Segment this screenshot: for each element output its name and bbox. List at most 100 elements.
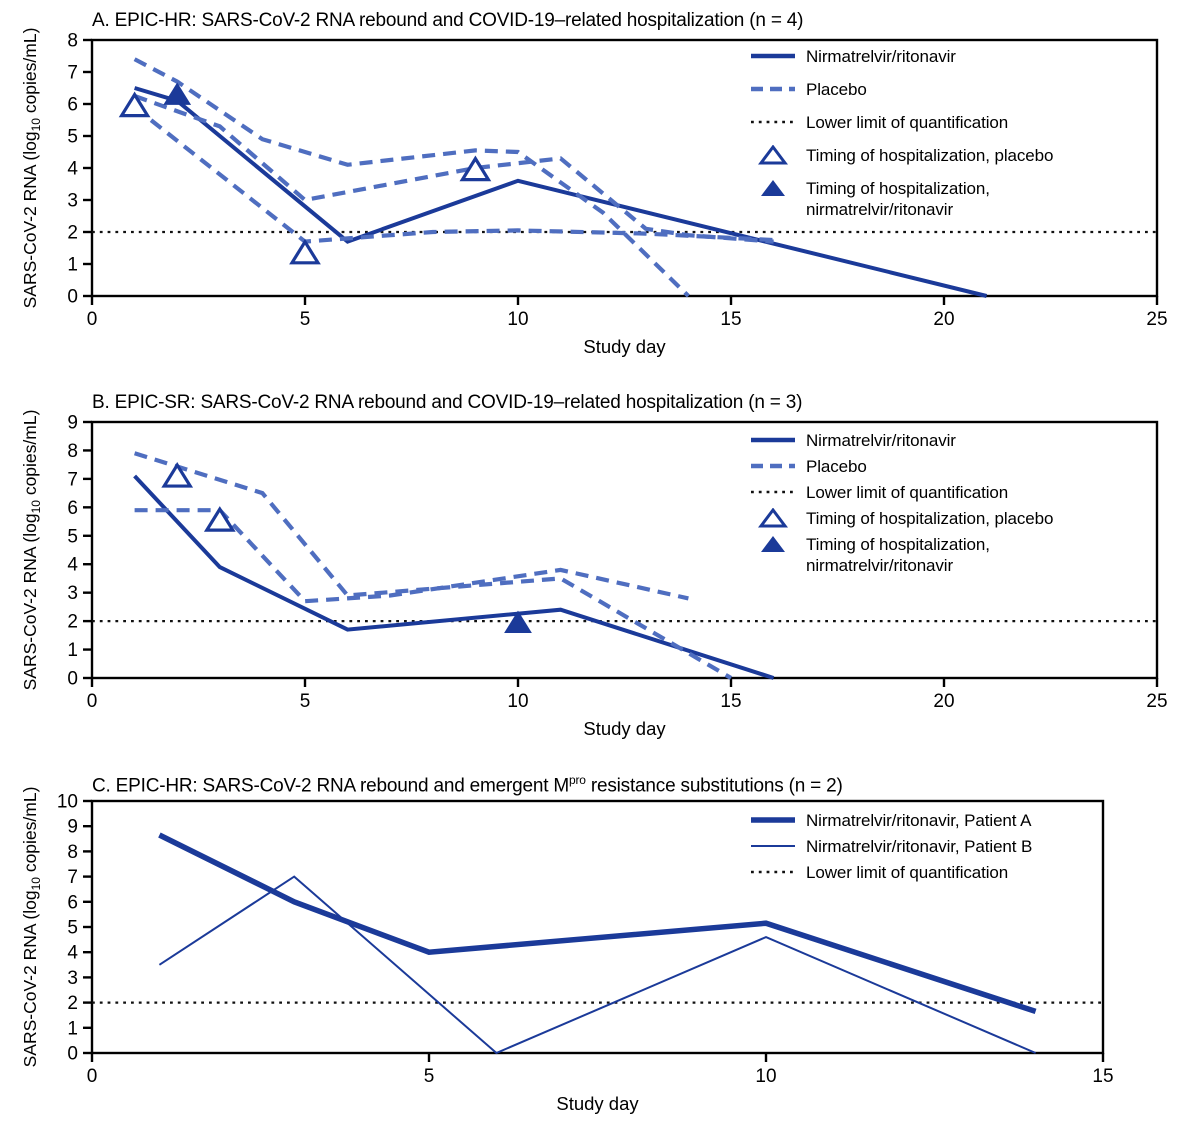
legend-item-label: Timing of hospitalization, nirmatrelvir/… [806, 179, 990, 219]
legend-item: Timing of hospitalization, placebo [750, 145, 1053, 166]
panel-b-x-axis-label: Study day [583, 718, 666, 739]
panel-c-y-tick-label: 4 [67, 943, 78, 964]
panel-c-y-tick-label: 3 [67, 968, 78, 989]
panel-b-y-tick-label: 4 [67, 555, 78, 576]
panel-a-x-tick-label: 5 [300, 309, 311, 330]
panel-c-title-sup: pro [569, 773, 586, 787]
panel-b-x-tick-label: 25 [1146, 691, 1167, 712]
hospitalization-marker-placebo [118, 91, 151, 118]
panel-c-x-tick-label: 5 [424, 1066, 435, 1087]
legend-item-label: Lower limit of quantification [806, 863, 1009, 882]
panel-b-title: B. EPIC-SR: SARS-CoV-2 RNA rebound and C… [92, 392, 803, 413]
panel-a-series-3 [133, 105, 774, 244]
panel-a-x-tick-label: 25 [1146, 309, 1167, 330]
legend-item: Nirmatrelvir/ritonavir, Patient B [750, 836, 1032, 857]
panel-c-y-tick-label: 2 [67, 993, 78, 1014]
panel-a-y-tick-label: 4 [67, 159, 78, 180]
panel-c-y-tick-label: 0 [67, 1044, 78, 1065]
panel-b-y-tick-label: 1 [67, 640, 78, 661]
filled-triangle-swatch [761, 180, 785, 196]
legend-item-label: Lower limit of quantification [806, 113, 1009, 132]
solid-line-swatch [751, 437, 795, 443]
legend-item-label: Placebo [806, 457, 867, 476]
panel-c-y-tick-label: 10 [57, 792, 78, 813]
panel-a-y-tick-label: 5 [67, 127, 78, 148]
panel-b-y-tick-label: 5 [67, 526, 78, 547]
panel-c-y-tick-label: 1 [67, 1018, 78, 1039]
legend-item: Placebo [750, 79, 1053, 100]
legend-item-label: Placebo [806, 80, 867, 99]
panel-c-title: C. EPIC-HR: SARS-CoV-2 RNA rebound and e… [92, 773, 843, 797]
panel-a-y-tick-label: 6 [67, 95, 78, 116]
panel-b-x-tick-label: 15 [720, 691, 741, 712]
panel-a-y-tick-label: 1 [67, 255, 78, 276]
dotted-line-swatch [751, 120, 795, 124]
panel-a-y-tick-label: 0 [67, 287, 78, 308]
panel-a-x-tick-label: 10 [507, 309, 528, 330]
legend-item-label: Nirmatrelvir/ritonavir [806, 47, 956, 66]
panel-a-x-tick-label: 15 [720, 309, 741, 330]
legend-item: Nirmatrelvir/ritonavir, Patient A [750, 810, 1032, 831]
hospitalization-marker-treatment [504, 610, 532, 634]
legend-item: Timing of hospitalization, nirmatrelvir/… [750, 178, 1053, 220]
legend-item: Lower limit of quantification [750, 862, 1032, 883]
hospitalization-marker-placebo [459, 155, 492, 182]
panel-c-x-tick-label: 0 [87, 1066, 98, 1087]
panel-a-series-1 [133, 57, 690, 298]
hospitalization-marker-placebo [161, 462, 194, 488]
legend-item: Nirmatrelvir/ritonavir [750, 46, 1053, 67]
dashed-line-swatch [751, 86, 795, 92]
dotted-line-swatch [751, 490, 795, 494]
legend-item-label: Nirmatrelvir/ritonavir, Patient B [806, 837, 1033, 856]
panel-a-title: A. EPIC-HR: SARS-CoV-2 RNA rebound and C… [92, 10, 804, 31]
open-triangle-swatch [758, 145, 788, 165]
panel-b-x-tick-label: 5 [300, 691, 311, 712]
panel-c-series-1 [158, 875, 1036, 1055]
dashed-line-swatch [751, 463, 795, 469]
legend-item-label: Timing of hospitalization, nirmatrelvir/… [806, 535, 990, 575]
panel-c-x-tick-label: 10 [755, 1066, 776, 1087]
panel-b-y-tick-label: 2 [67, 612, 78, 633]
panel-c-series-0 [158, 832, 1037, 1015]
panel-c-y-axis-label: SARS-CoV-2 RNA (log10 copies/mL) [20, 787, 43, 1068]
legend-item-label: Lower limit of quantification [806, 483, 1009, 502]
panel-c-x-tick-label: 15 [1092, 1066, 1113, 1087]
legend-item: Lower limit of quantification [750, 482, 1053, 503]
panel-b-plot-frame [90, 420, 1159, 680]
panel-a-y-tick-label: 3 [67, 191, 78, 212]
legend-item-label: Nirmatrelvir/ritonavir, Patient A [806, 811, 1032, 830]
filled-triangle-swatch [761, 536, 785, 552]
panel-a-y-tick-label: 8 [67, 31, 78, 52]
panel-b-y-tick-label: 0 [67, 669, 78, 690]
panel-c-title-pre: C. EPIC-HR: SARS-CoV-2 RNA rebound and e… [92, 775, 570, 797]
panel-c-x-axis-label: Study day [556, 1093, 639, 1114]
dotted-line-swatch [751, 870, 795, 874]
panel-b-y-tick-label: 6 [67, 498, 78, 519]
solid-line-swatch [751, 53, 795, 59]
panel-c-y-tick-label: 8 [67, 842, 78, 863]
legend-item-label: Timing of hospitalization, placebo [806, 146, 1054, 165]
panel-b-x-tick-label: 20 [933, 691, 954, 712]
legend-item-label: Nirmatrelvir/ritonavir [806, 431, 956, 450]
legend-item: Placebo [750, 456, 1053, 477]
panel-b-y-axis-label: SARS-CoV-2 RNA (log10 copies/mL) [20, 410, 43, 691]
panel-b-y-tick-label: 3 [67, 583, 78, 604]
legend-item-label: Timing of hospitalization, placebo [806, 509, 1054, 528]
open-triangle-swatch [758, 508, 788, 528]
panel-c-y-tick-label: 6 [67, 892, 78, 913]
panel-b-series-2 [134, 508, 689, 604]
panel-a-y-axis-label: SARS-CoV-2 RNA (log10 copies/mL) [20, 28, 43, 309]
panel-b-y-tick-label: 8 [67, 441, 78, 462]
hospitalization-marker-placebo [203, 506, 236, 532]
legend-item: Timing of hospitalization, nirmatrelvir/… [750, 534, 1053, 576]
legend-item: Timing of hospitalization, placebo [750, 508, 1053, 529]
panel-c-y-tick-label: 9 [67, 817, 78, 838]
panel-c-y-tick-label: 5 [67, 918, 78, 939]
panel-a-series-2 [133, 94, 774, 244]
panel-a-x-tick-label: 20 [933, 309, 954, 330]
panel-c-title-post: resistance substitutions (n = 2) [585, 775, 843, 797]
panel-b-x-tick-label: 0 [87, 691, 98, 712]
panel-a-series-0 [134, 86, 988, 298]
